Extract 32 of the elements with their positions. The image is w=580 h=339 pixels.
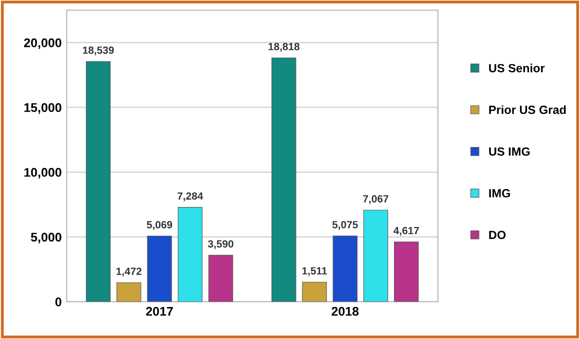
legend-label: Prior US Grad [489, 105, 566, 114]
bar [208, 254, 234, 302]
bar [178, 207, 202, 302]
y-tick-label: 15,000 [24, 103, 62, 114]
data-label: 1,472 [116, 268, 142, 277]
bar [147, 236, 172, 302]
data-label: 7,284 [178, 192, 204, 202]
x-tick-label: 2017 [146, 306, 173, 316]
bar [272, 58, 296, 302]
bar [363, 210, 388, 302]
legend-label: IMG [489, 189, 510, 198]
data-label: 18,818 [268, 42, 300, 52]
bar [332, 236, 358, 302]
y-tick-label: 20,000 [24, 38, 62, 50]
bar [86, 61, 111, 302]
data-label: 1,511 [302, 267, 327, 276]
legend-label: DO [489, 230, 506, 240]
bar [302, 282, 327, 302]
y-tick-label: 10,000 [24, 168, 62, 179]
data-label: 7,067 [363, 195, 388, 204]
legend-label: US IMG [489, 147, 530, 156]
data-label: 4,617 [393, 226, 419, 236]
data-label: 3,590 [208, 240, 234, 250]
y-tick-label: 0 [55, 298, 62, 306]
y-tick-label: 5,000 [30, 232, 62, 244]
bar [116, 282, 142, 302]
data-label: 18,539 [82, 46, 114, 56]
bar [394, 242, 419, 302]
data-label: 5,075 [332, 220, 358, 230]
x-tick-label: 2018 [332, 306, 359, 316]
legend-label: US Senior [489, 64, 545, 72]
data-label: 5,069 [146, 221, 172, 230]
